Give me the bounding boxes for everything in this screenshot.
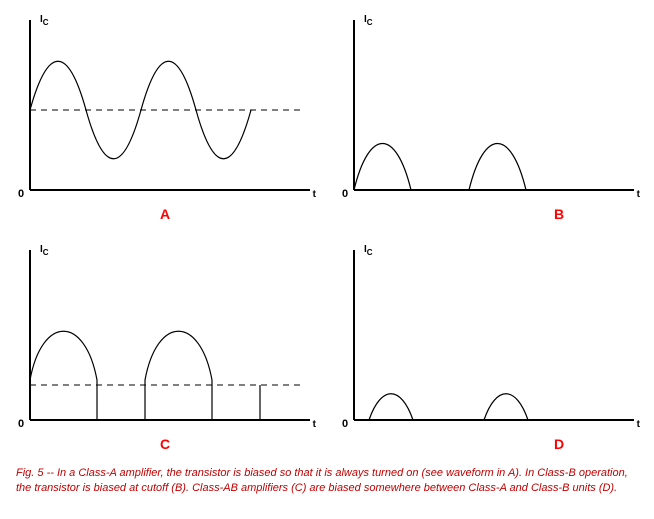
origin-label: 0 bbox=[18, 418, 24, 430]
x-axis-label: t bbox=[637, 189, 640, 200]
panel-letter-c: C bbox=[160, 436, 170, 452]
panel-c-svg bbox=[10, 240, 320, 450]
x-axis-label: t bbox=[313, 419, 316, 430]
y-axis-label: IC bbox=[364, 244, 373, 257]
panel-d: IC t 0 D bbox=[334, 240, 644, 460]
panel-a-svg bbox=[10, 10, 320, 220]
waveform-grid: IC t 0 A IC t 0 B IC t 0 C bbox=[10, 10, 644, 460]
x-axis-label: t bbox=[637, 419, 640, 430]
waveform-d bbox=[369, 394, 528, 420]
panel-letter-a: A bbox=[160, 206, 170, 222]
panel-d-svg bbox=[334, 240, 644, 450]
panel-letter-b: B bbox=[554, 206, 564, 222]
panel-letter-d: D bbox=[554, 436, 564, 452]
y-axis-label: IC bbox=[364, 14, 373, 27]
panel-b-svg bbox=[334, 10, 644, 220]
caption-lead: Fig. 5 bbox=[16, 467, 44, 479]
y-axis-label: IC bbox=[40, 244, 49, 257]
figure-caption: Fig. 5 -- In a Class-A amplifier, the tr… bbox=[10, 466, 644, 496]
panel-a: IC t 0 A bbox=[10, 10, 320, 230]
origin-label: 0 bbox=[342, 188, 348, 200]
origin-label: 0 bbox=[342, 418, 348, 430]
caption-text: -- In a Class-A amplifier, the transisto… bbox=[16, 467, 628, 494]
waveform-b bbox=[354, 144, 526, 191]
waveform-c bbox=[30, 331, 260, 420]
panel-b: IC t 0 B bbox=[334, 10, 644, 230]
origin-label: 0 bbox=[18, 188, 24, 200]
panel-c: IC t 0 C bbox=[10, 240, 320, 460]
y-axis-label: IC bbox=[40, 14, 49, 27]
x-axis-label: t bbox=[313, 189, 316, 200]
